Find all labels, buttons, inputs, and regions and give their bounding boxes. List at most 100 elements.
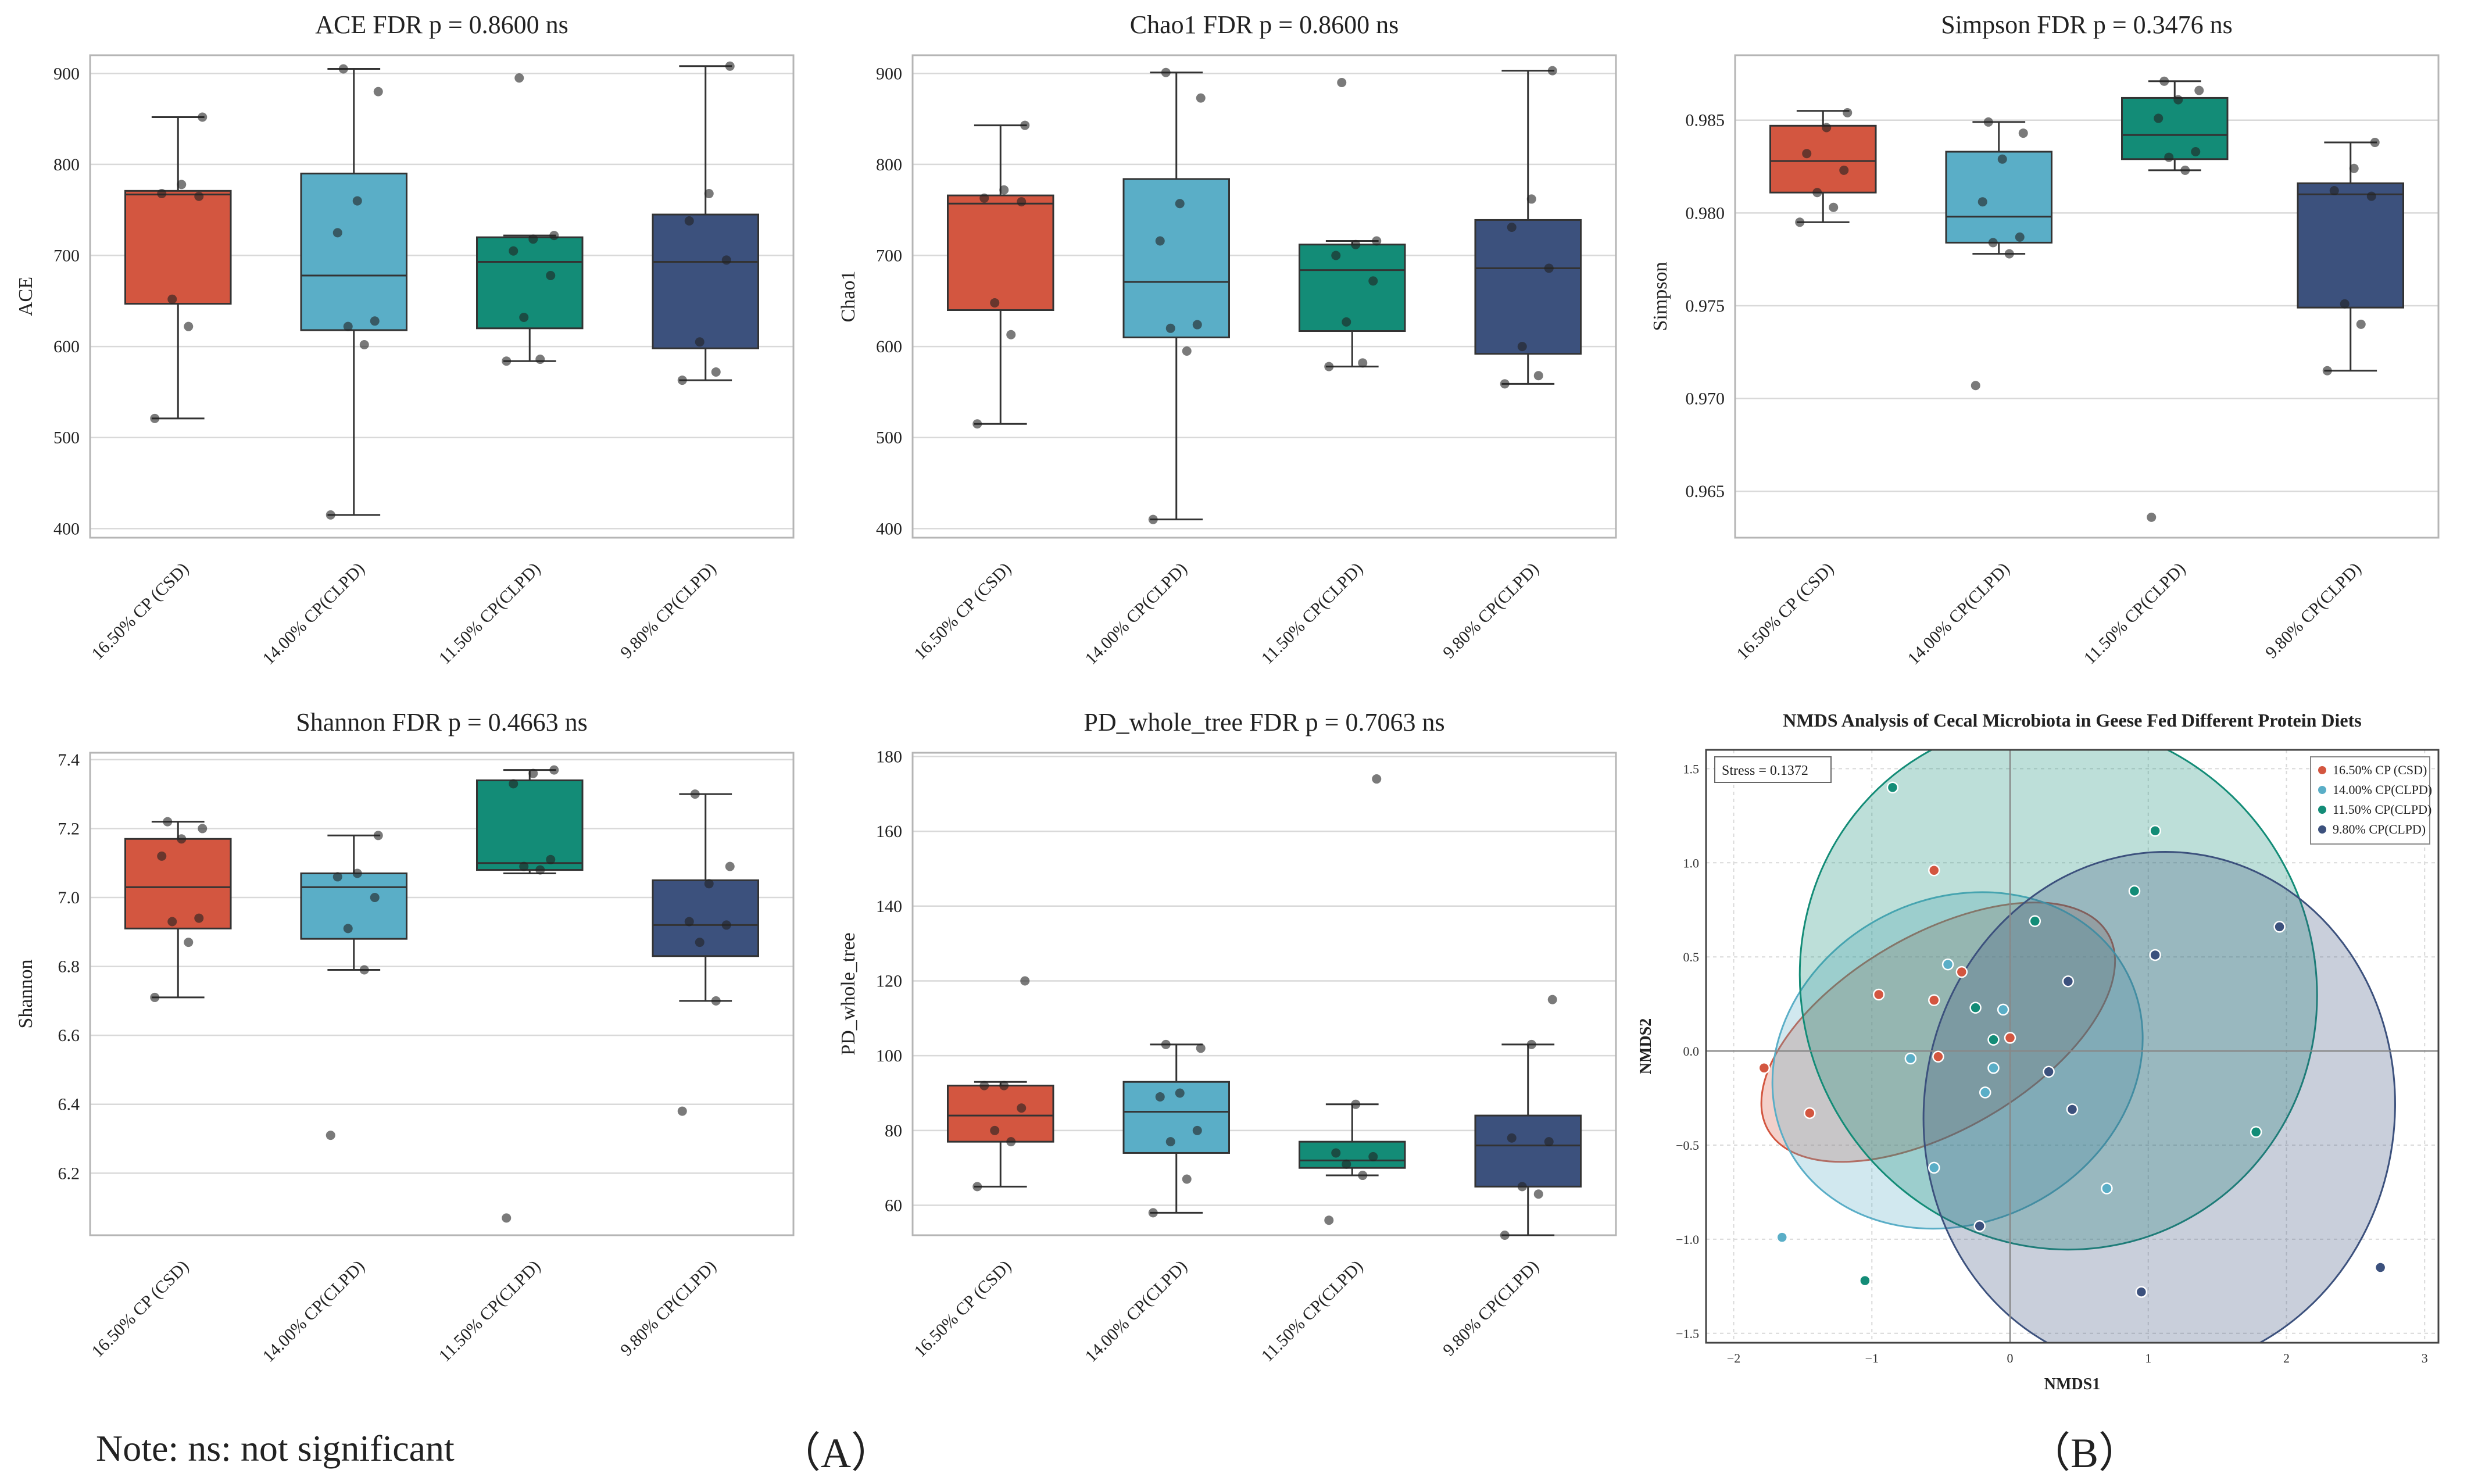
nmds-point [2004,1032,2016,1044]
x-tick-label: −1 [1865,1351,1879,1365]
nmds-point [1932,1050,1944,1063]
data-point [1165,323,1175,333]
nmds-point [1776,1231,1789,1243]
category-label: 9.80% CP(CLPD) [1439,1257,1543,1360]
data-point [721,255,731,265]
boxplot-shannon: 6.2 6.4 6.6 6.8 7.0 7.2 7.4 Shannon FDR p = 0.4… [15,708,795,1366]
data-point [695,938,705,947]
category-label: 14.00% CP(CLPD) [259,559,368,668]
nmds-point [1997,1003,2009,1016]
plot-frame [1734,54,2440,539]
nmds-point [1987,1061,2000,1074]
data-point [549,231,559,241]
category-label: 16.50% CP (CSD) [910,559,1015,664]
y-tick-label: 600 [53,337,80,356]
plot-frame [911,54,1617,539]
nmds-point [1987,1034,2000,1046]
x-tick-label: 0 [2007,1351,2014,1365]
data-point [1351,1099,1361,1109]
data-point [177,834,187,844]
data-point [150,413,160,423]
data-point [2340,299,2350,309]
nmds-point [2066,1103,2079,1115]
x-tick-label: −2 [1727,1351,1740,1365]
nmds-point [1955,966,1968,978]
y-tick-label: 400 [876,519,902,538]
data-point [1161,67,1171,77]
data-point [1544,263,1554,273]
y-tick-label: 7.2 [58,819,80,838]
data-point [370,893,380,902]
nmds-point [1941,958,1954,971]
data-point [1507,222,1517,232]
y-tick-label: 140 [876,897,902,916]
data-point [502,1213,512,1223]
y-tick-label: −0.5 [1676,1138,1699,1153]
y-tick-label: 6.4 [58,1095,80,1114]
nmds-point [2043,1065,2055,1078]
data-point [519,861,529,871]
data-point [343,321,353,331]
y-tick-label: 400 [53,519,80,538]
legend-marker [2318,786,2326,794]
data-point [546,854,556,864]
data-point [177,180,187,189]
data-point [352,196,362,206]
box-3 [1299,1140,1406,1169]
y-tick-label: 0.965 [1686,482,1725,501]
nmds-plot: −2 −1 0 1 2 3 −1.5 −1.0 −0.5 0.0 0.5 1.0 1.5 NMDS Ana… [1637,710,2440,1393]
boxplot-simpson: 0.965 0.970 0.975 0.980 0.985 Simpson FDR p =… [1650,10,2440,668]
data-point [2173,95,2183,105]
y-tick-label: 80 [885,1121,902,1140]
data-point [979,193,989,203]
data-point [1175,1088,1185,1098]
data-point [1006,330,1016,339]
data-point [1017,197,1027,207]
y-tick-label: 0.970 [1686,389,1725,409]
data-point [1155,1092,1165,1102]
data-point [373,831,383,841]
data-point [194,191,204,201]
data-point [352,868,362,878]
data-point [1526,1039,1536,1049]
y-tick-label: 500 [53,428,80,448]
data-point [509,779,518,789]
category-label: 11.50% CP(CLPD) [435,559,545,668]
data-point [684,917,694,927]
data-point [198,824,208,834]
y-tick-label: 800 [53,155,80,174]
box-4 [1474,219,1582,355]
data-point [1997,154,2007,164]
data-point [990,1125,1000,1135]
data-point [1324,362,1334,371]
data-point [198,112,208,122]
box-3 [476,236,584,330]
nmds-point [2273,921,2286,933]
box-2 [1945,151,2052,244]
stress-box [1714,756,1832,783]
box-2 [300,872,407,940]
plot-frame [911,752,1617,1236]
box-4 [2297,182,2404,309]
y-tick-label: 6.2 [58,1164,80,1183]
data-point [519,313,529,323]
data-point [677,1106,687,1116]
y-tick-label: 0.980 [1686,203,1725,223]
data-point [1161,1039,1171,1049]
y-tick-label: 6.6 [58,1026,80,1045]
data-point [167,294,177,304]
y-tick-label: 800 [876,155,902,174]
data-point [549,765,559,775]
data-point [194,913,204,923]
data-point [370,316,380,326]
y-tick-label: 600 [876,337,902,356]
nmds-point [2374,1261,2387,1274]
legend-entry: 14.00% CP(CLPD) [2333,782,2432,797]
data-point [2164,152,2174,162]
data-point [990,298,1000,307]
legend-marker [2318,806,2326,814]
data-point [1368,1152,1378,1161]
nmds-point [2128,885,2141,897]
legend-marker [2318,825,2326,834]
